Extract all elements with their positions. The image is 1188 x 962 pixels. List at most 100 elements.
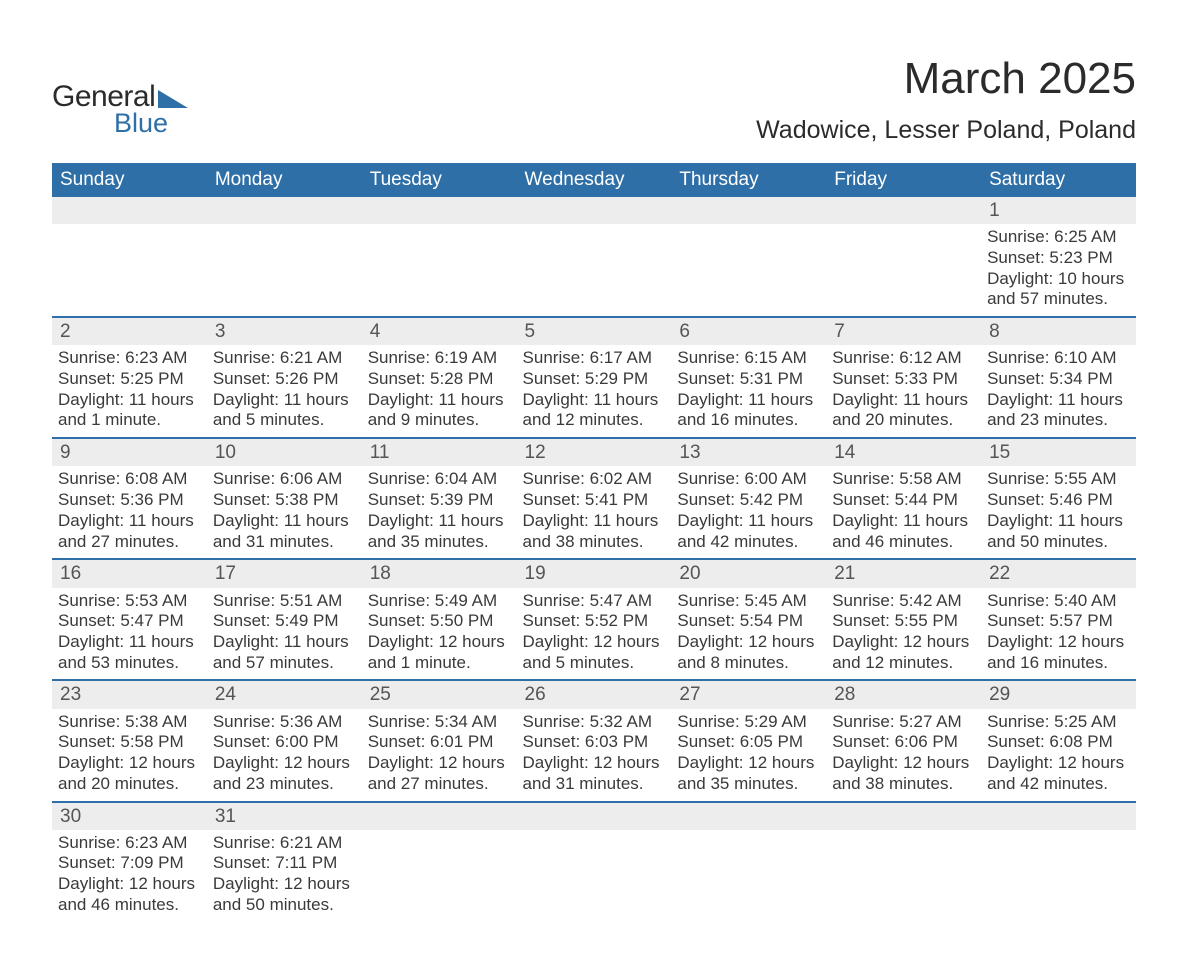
daylight-line: Daylight: 12 hours and 27 minutes. <box>368 753 511 794</box>
daylight-line: Daylight: 11 hours and 1 minute. <box>58 390 201 431</box>
day-number: 13 <box>671 439 826 466</box>
sunrise-line: Sunrise: 6:15 AM <box>677 348 820 369</box>
sunrise-line: Sunrise: 6:21 AM <box>213 348 356 369</box>
sunset-line: Sunset: 5:54 PM <box>677 611 820 632</box>
day-body: Sunrise: 6:00 AMSunset: 5:42 PMDaylight:… <box>671 466 826 558</box>
daylight-line: Daylight: 11 hours and 42 minutes. <box>677 511 820 552</box>
day-body: Sunrise: 6:10 AMSunset: 5:34 PMDaylight:… <box>981 345 1136 437</box>
sunrise-line: Sunrise: 5:27 AM <box>832 712 975 733</box>
calendar-row: 30Sunrise: 6:23 AMSunset: 7:09 PMDayligh… <box>52 802 1136 922</box>
daylight-line: Daylight: 11 hours and 50 minutes. <box>987 511 1130 552</box>
logo: General Blue <box>52 80 188 139</box>
sunrise-line: Sunrise: 5:34 AM <box>368 712 511 733</box>
calendar-cell: 4Sunrise: 6:19 AMSunset: 5:28 PMDaylight… <box>362 317 517 438</box>
day-number: 28 <box>826 681 981 708</box>
sunset-line: Sunset: 5:34 PM <box>987 369 1130 390</box>
sunset-line: Sunset: 5:39 PM <box>368 490 511 511</box>
sunrise-line: Sunrise: 5:40 AM <box>987 591 1130 612</box>
sunrise-line: Sunrise: 5:58 AM <box>832 469 975 490</box>
sunrise-line: Sunrise: 5:53 AM <box>58 591 201 612</box>
day-number: 5 <box>517 318 672 345</box>
day-number: 24 <box>207 681 362 708</box>
weekday-header: Monday <box>207 163 362 197</box>
calendar-cell: 27Sunrise: 5:29 AMSunset: 6:05 PMDayligh… <box>671 680 826 801</box>
calendar-cell: 24Sunrise: 5:36 AMSunset: 6:00 PMDayligh… <box>207 680 362 801</box>
daylight-line: Daylight: 11 hours and 27 minutes. <box>58 511 201 552</box>
sunset-line: Sunset: 5:50 PM <box>368 611 511 632</box>
day-body: Sunrise: 6:08 AMSunset: 5:36 PMDaylight:… <box>52 466 207 558</box>
sunrise-line: Sunrise: 6:10 AM <box>987 348 1130 369</box>
daylight-line: Daylight: 12 hours and 12 minutes. <box>832 632 975 673</box>
day-number: 27 <box>671 681 826 708</box>
calendar-cell-empty <box>207 197 362 317</box>
day-body: Sunrise: 5:49 AMSunset: 5:50 PMDaylight:… <box>362 588 517 680</box>
sunrise-line: Sunrise: 6:23 AM <box>58 833 201 854</box>
sunrise-line: Sunrise: 6:12 AM <box>832 348 975 369</box>
daylight-line: Daylight: 12 hours and 8 minutes. <box>677 632 820 673</box>
calendar-cell: 21Sunrise: 5:42 AMSunset: 5:55 PMDayligh… <box>826 559 981 680</box>
empty-daynum <box>517 197 672 224</box>
calendar-cell: 2Sunrise: 6:23 AMSunset: 5:25 PMDaylight… <box>52 317 207 438</box>
weekday-header: Sunday <box>52 163 207 197</box>
calendar-cell: 12Sunrise: 6:02 AMSunset: 5:41 PMDayligh… <box>517 438 672 559</box>
sunset-line: Sunset: 5:23 PM <box>987 248 1130 269</box>
sunrise-line: Sunrise: 6:23 AM <box>58 348 201 369</box>
calendar-cell-empty <box>826 802 981 922</box>
sunrise-line: Sunrise: 5:32 AM <box>523 712 666 733</box>
calendar-body: 1Sunrise: 6:25 AMSunset: 5:23 PMDaylight… <box>52 197 1136 922</box>
day-body: Sunrise: 6:23 AMSunset: 5:25 PMDaylight:… <box>52 345 207 437</box>
day-number: 9 <box>52 439 207 466</box>
sunset-line: Sunset: 5:46 PM <box>987 490 1130 511</box>
day-body: Sunrise: 6:04 AMSunset: 5:39 PMDaylight:… <box>362 466 517 558</box>
sunset-line: Sunset: 5:38 PM <box>213 490 356 511</box>
sunset-line: Sunset: 5:33 PM <box>832 369 975 390</box>
sunset-line: Sunset: 5:26 PM <box>213 369 356 390</box>
daylight-line: Daylight: 11 hours and 12 minutes. <box>523 390 666 431</box>
day-number: 25 <box>362 681 517 708</box>
daylight-line: Daylight: 11 hours and 16 minutes. <box>677 390 820 431</box>
sunset-line: Sunset: 5:55 PM <box>832 611 975 632</box>
day-number: 1 <box>981 197 1136 224</box>
calendar-row: 1Sunrise: 6:25 AMSunset: 5:23 PMDaylight… <box>52 197 1136 317</box>
sunrise-line: Sunrise: 5:29 AM <box>677 712 820 733</box>
day-body: Sunrise: 5:51 AMSunset: 5:49 PMDaylight:… <box>207 588 362 680</box>
sunset-line: Sunset: 6:00 PM <box>213 732 356 753</box>
daylight-line: Daylight: 12 hours and 38 minutes. <box>832 753 975 794</box>
day-body: Sunrise: 6:21 AMSunset: 7:11 PMDaylight:… <box>207 830 362 922</box>
day-body: Sunrise: 5:53 AMSunset: 5:47 PMDaylight:… <box>52 588 207 680</box>
empty-daynum <box>826 803 981 830</box>
sunrise-line: Sunrise: 5:49 AM <box>368 591 511 612</box>
day-body: Sunrise: 5:32 AMSunset: 6:03 PMDaylight:… <box>517 709 672 801</box>
sunrise-line: Sunrise: 5:25 AM <box>987 712 1130 733</box>
sunset-line: Sunset: 5:44 PM <box>832 490 975 511</box>
calendar-cell: 9Sunrise: 6:08 AMSunset: 5:36 PMDaylight… <box>52 438 207 559</box>
calendar-cell: 20Sunrise: 5:45 AMSunset: 5:54 PMDayligh… <box>671 559 826 680</box>
calendar-cell-empty <box>671 802 826 922</box>
sunrise-line: Sunrise: 6:02 AM <box>523 469 666 490</box>
sunset-line: Sunset: 5:49 PM <box>213 611 356 632</box>
day-number: 23 <box>52 681 207 708</box>
day-body: Sunrise: 6:21 AMSunset: 5:26 PMDaylight:… <box>207 345 362 437</box>
day-number: 19 <box>517 560 672 587</box>
day-number: 11 <box>362 439 517 466</box>
sunset-line: Sunset: 6:01 PM <box>368 732 511 753</box>
calendar-cell: 18Sunrise: 5:49 AMSunset: 5:50 PMDayligh… <box>362 559 517 680</box>
calendar-cell-empty <box>826 197 981 317</box>
daylight-line: Daylight: 12 hours and 46 minutes. <box>58 874 201 915</box>
empty-daynum <box>362 197 517 224</box>
day-body: Sunrise: 6:15 AMSunset: 5:31 PMDaylight:… <box>671 345 826 437</box>
location-subtitle: Wadowice, Lesser Poland, Poland <box>756 116 1136 145</box>
calendar-cell: 13Sunrise: 6:00 AMSunset: 5:42 PMDayligh… <box>671 438 826 559</box>
day-body: Sunrise: 6:17 AMSunset: 5:29 PMDaylight:… <box>517 345 672 437</box>
daylight-line: Daylight: 12 hours and 20 minutes. <box>58 753 201 794</box>
daylight-line: Daylight: 12 hours and 42 minutes. <box>987 753 1130 794</box>
empty-daynum <box>362 803 517 830</box>
daylight-line: Daylight: 11 hours and 38 minutes. <box>523 511 666 552</box>
daylight-line: Daylight: 11 hours and 57 minutes. <box>213 632 356 673</box>
calendar-cell: 7Sunrise: 6:12 AMSunset: 5:33 PMDaylight… <box>826 317 981 438</box>
calendar-row: 23Sunrise: 5:38 AMSunset: 5:58 PMDayligh… <box>52 680 1136 801</box>
sunrise-line: Sunrise: 5:47 AM <box>523 591 666 612</box>
sunrise-line: Sunrise: 6:17 AM <box>523 348 666 369</box>
sunset-line: Sunset: 5:47 PM <box>58 611 201 632</box>
daylight-line: Daylight: 12 hours and 23 minutes. <box>213 753 356 794</box>
